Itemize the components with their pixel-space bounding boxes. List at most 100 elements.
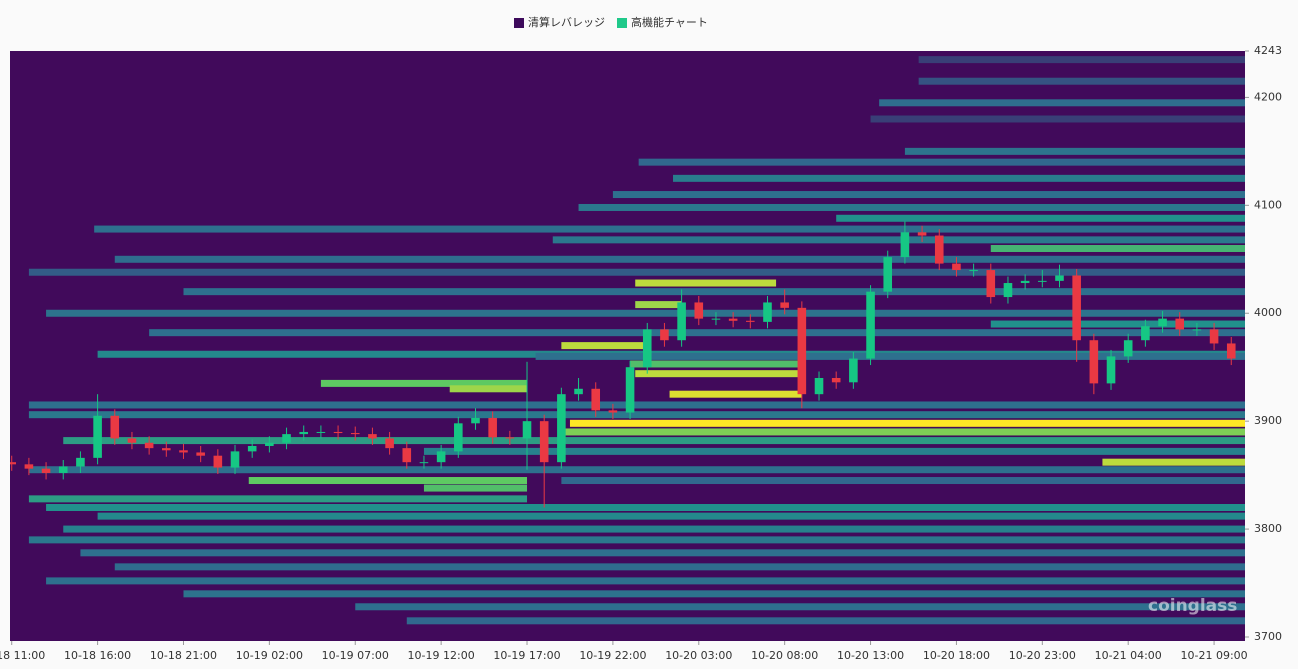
x-tick-label: 10-21 04:00: [1095, 649, 1162, 662]
heat-band: [904, 147, 1245, 155]
heat-band: [355, 603, 1245, 611]
candle-body: [522, 421, 532, 439]
x-tick-label: 10-19 12:00: [408, 649, 475, 662]
heat-band: [114, 255, 1245, 263]
candle-body: [763, 302, 772, 322]
y-tick-label: 4000: [1254, 306, 1282, 319]
candle-body: [127, 438, 137, 443]
heatmap: [28, 56, 1245, 625]
heat-band: [406, 617, 1245, 625]
heat-band: [28, 401, 1245, 409]
candle-body: [58, 466, 68, 473]
heat-band: [80, 549, 1245, 557]
watermark: coinglass: [1148, 596, 1237, 616]
candle-body: [454, 423, 463, 452]
candle-body: [41, 468, 51, 473]
heat-band: [673, 174, 1245, 182]
x-tick-label: 10-20 18:00: [923, 649, 990, 662]
heat-band: [990, 320, 1245, 328]
legend-label: 清算レバレッジ: [528, 15, 605, 29]
heat-band: [248, 477, 528, 485]
candle-body: [24, 464, 34, 469]
candle-body: [1055, 275, 1064, 281]
y-tick-label: 4243: [1254, 44, 1282, 57]
candle-body: [934, 235, 944, 264]
heat-band: [669, 390, 802, 398]
legend-swatch: [514, 18, 524, 28]
candle-body: [402, 448, 412, 463]
x-tick-label: 10-19 17:00: [493, 649, 560, 662]
candle-body: [746, 320, 755, 322]
candle-body: [1106, 356, 1116, 384]
heat-band: [423, 484, 528, 492]
heat-band: [612, 191, 1245, 199]
y-tick-label: 3700: [1254, 630, 1282, 643]
heat-band: [635, 301, 682, 309]
legend: 清算レバレッジ 高機能チャート: [514, 15, 708, 29]
candle-body: [883, 257, 893, 292]
heat-band: [28, 268, 1245, 276]
y-tick-label: 4200: [1254, 90, 1282, 103]
heat-band: [28, 495, 528, 503]
candle-body: [247, 445, 257, 452]
heat-band: [569, 419, 1245, 427]
candle-body: [1089, 340, 1099, 384]
candle-body: [299, 431, 309, 435]
candle-body: [162, 448, 171, 451]
candle-body: [660, 329, 669, 341]
candle-body: [1209, 329, 1219, 344]
heat-band: [94, 225, 1245, 233]
y-tick-label: 3800: [1254, 522, 1282, 535]
candle-body: [1158, 318, 1167, 327]
heat-band: [552, 236, 1245, 244]
candle-body: [900, 232, 910, 258]
candle-body: [917, 232, 927, 236]
x-tick-label: 10-20 23:00: [1009, 649, 1076, 662]
heat-band: [320, 379, 528, 387]
heat-band: [63, 437, 1245, 445]
heat-band: [28, 466, 1245, 474]
candle-body: [969, 270, 978, 272]
heat-band: [97, 512, 1245, 520]
candle-body: [1038, 280, 1047, 282]
candle-body: [1141, 326, 1150, 341]
candle-body: [368, 434, 377, 439]
candle-body: [333, 431, 343, 434]
x-tick-label: 10-21 09:00: [1180, 649, 1247, 662]
candle-body: [608, 410, 618, 413]
candle-body: [93, 415, 102, 458]
heat-band: [578, 203, 1245, 211]
x-tick-label: 10-20 03:00: [665, 649, 732, 662]
heat-band: [46, 503, 1245, 511]
candle-body: [849, 358, 858, 383]
candle-body: [780, 302, 789, 308]
heat-band: [46, 577, 1245, 585]
candle-body: [831, 377, 841, 383]
candle-body: [505, 437, 515, 439]
axes: 3700 3800 3900 4000 4100 4200 4243 10-18 11:00 1…: [0, 44, 1282, 662]
heat-band: [149, 329, 1245, 337]
candle-body: [694, 302, 704, 319]
candle-body: [350, 433, 360, 435]
candle-body: [1226, 343, 1236, 359]
candle-body: [625, 367, 635, 413]
candle-body: [986, 270, 996, 298]
candle-body: [1020, 280, 1030, 284]
heat-band: [635, 279, 777, 287]
heat-band: [449, 385, 528, 393]
candle-body: [797, 307, 807, 395]
heat-band: [114, 563, 1245, 571]
candle-body: [1123, 340, 1133, 357]
y-tick-label: 3900: [1254, 414, 1282, 427]
candle-body: [952, 263, 961, 271]
candle-body: [179, 450, 188, 453]
candle-body: [539, 421, 549, 463]
heat-band: [535, 352, 1245, 360]
heat-band: [836, 214, 1245, 222]
heat-band: [28, 536, 1245, 544]
candle-body: [574, 388, 583, 395]
heat-band: [63, 525, 1245, 533]
candle-body: [419, 462, 429, 464]
